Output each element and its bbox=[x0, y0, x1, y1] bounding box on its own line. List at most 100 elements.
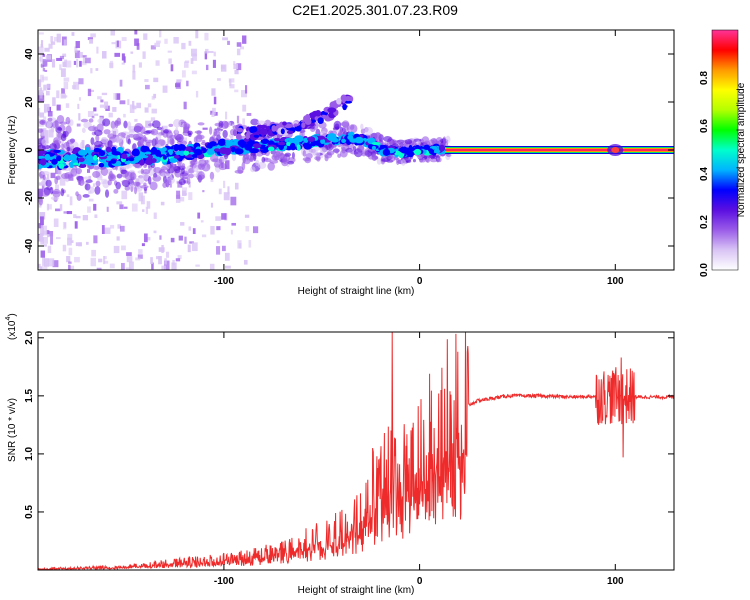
heatmap-cell bbox=[195, 30, 199, 39]
heatmap-cell bbox=[43, 84, 47, 91]
heatmap-cell bbox=[249, 148, 259, 154]
heatmap-cell bbox=[79, 51, 83, 58]
heatmap-cell bbox=[136, 102, 141, 109]
heatmap-cell bbox=[89, 186, 95, 194]
heatmap-cell bbox=[243, 157, 251, 165]
heatmap-cell bbox=[215, 216, 222, 221]
scale-base: (x10 bbox=[7, 320, 18, 340]
heatmap-cell bbox=[39, 87, 43, 92]
heatmap-cell bbox=[248, 240, 252, 248]
heatmap-cell bbox=[113, 93, 117, 100]
heatmap-cell bbox=[398, 151, 404, 159]
heatmap-cell bbox=[205, 64, 209, 71]
heatmap-cell bbox=[38, 155, 46, 159]
heatmap-cell bbox=[116, 173, 123, 179]
heatmap-cell bbox=[325, 143, 334, 151]
heatmap-cell bbox=[204, 159, 209, 164]
heatmap-cell bbox=[98, 258, 103, 263]
heatmap-cell bbox=[193, 136, 198, 144]
heatmap-cell bbox=[64, 154, 70, 162]
heatmap-cell bbox=[65, 125, 72, 134]
heatmap-cell bbox=[259, 124, 268, 129]
x-tick-label: -100 bbox=[214, 276, 234, 287]
heatmap-cell bbox=[116, 201, 123, 205]
heatmap-cell bbox=[89, 39, 94, 44]
heatmap-cell bbox=[68, 261, 72, 264]
heatmap-cell bbox=[342, 103, 348, 111]
heatmap-cell bbox=[93, 235, 98, 244]
heatmap-cell bbox=[132, 105, 137, 110]
heatmap-cell bbox=[144, 151, 152, 155]
heatmap-cell bbox=[332, 127, 339, 131]
heatmap-cell bbox=[137, 254, 143, 259]
heatmap-cell bbox=[73, 162, 79, 166]
heatmap-cell bbox=[62, 244, 67, 252]
heatmap-cell bbox=[110, 120, 116, 129]
heatmap-cell bbox=[336, 98, 342, 105]
heatmap-cell bbox=[121, 153, 128, 159]
heatmap-xlabel: Height of straight line (km) bbox=[298, 286, 415, 297]
heatmap-cell bbox=[371, 142, 381, 146]
heatmap-cell bbox=[190, 160, 196, 166]
heatmap-cell bbox=[205, 149, 216, 155]
heatmap-cell bbox=[43, 177, 48, 187]
heatmap-cell bbox=[161, 147, 167, 152]
heatmap-cell bbox=[56, 33, 61, 43]
heatmap-cell bbox=[78, 163, 87, 169]
heatmap-cell bbox=[176, 79, 183, 82]
line-ticks: -100 0 100 0.5 1.0 1.5 2.0 bbox=[24, 330, 674, 587]
heatmap-cell bbox=[51, 158, 58, 165]
heatmap-cell bbox=[437, 157, 442, 163]
heatmap-cell bbox=[66, 146, 71, 152]
heatmap-cell bbox=[202, 127, 208, 130]
heatmap-cell bbox=[374, 132, 382, 141]
heatmap-cell bbox=[223, 192, 230, 201]
heatmap-cell bbox=[40, 40, 44, 48]
heatmap-cell bbox=[39, 119, 46, 126]
x-tick-label: -100 bbox=[214, 576, 234, 587]
heatmap-cell bbox=[150, 257, 153, 264]
heatmap-cell bbox=[95, 68, 99, 71]
heatmap-cell bbox=[611, 147, 620, 153]
heatmap-cell bbox=[161, 244, 164, 254]
heatmap-cell bbox=[74, 46, 78, 53]
heatmap-cell bbox=[304, 118, 312, 125]
heatmap-cell bbox=[255, 159, 260, 167]
heatmap-cell bbox=[127, 99, 130, 106]
heatmap-cell bbox=[209, 171, 215, 180]
heatmap-cell bbox=[308, 112, 318, 118]
heatmap-cell bbox=[38, 263, 41, 268]
heatmap-cell bbox=[116, 117, 122, 125]
heatmap-cell bbox=[44, 258, 50, 267]
heatmap-cell bbox=[234, 148, 244, 155]
heatmap-cell bbox=[104, 101, 109, 109]
heatmap-cell bbox=[44, 69, 48, 72]
heatmap-cell bbox=[119, 79, 123, 87]
heatmap-cell bbox=[182, 137, 188, 144]
heatmap-cell bbox=[117, 224, 121, 229]
heatmap-cell bbox=[59, 64, 62, 71]
heatmap-cell bbox=[175, 258, 181, 262]
heatmap-cell bbox=[98, 162, 105, 168]
heatmap-cell bbox=[257, 120, 267, 124]
heatmap-cell bbox=[46, 229, 50, 235]
heatmap-cell bbox=[301, 130, 305, 139]
heatmap-cell bbox=[236, 115, 240, 124]
heatmap-cell bbox=[52, 97, 56, 107]
heatmap-cell bbox=[68, 154, 78, 161]
x-tick-label: 100 bbox=[607, 276, 624, 287]
y-tick-label: 40 bbox=[24, 48, 35, 60]
heatmap-cell bbox=[44, 47, 50, 52]
heatmap-cell bbox=[442, 140, 449, 147]
heatmap-cell bbox=[121, 179, 130, 184]
heatmap-cell bbox=[221, 245, 226, 252]
heatmap-cell bbox=[84, 183, 91, 191]
heatmap-cell bbox=[404, 139, 413, 145]
heatmap-cell bbox=[69, 265, 75, 270]
y-tick-label: 1.0 bbox=[24, 447, 35, 461]
heatmap-cell bbox=[90, 257, 96, 267]
heatmap-cell bbox=[327, 107, 337, 113]
heatmap-cell bbox=[252, 143, 262, 149]
heatmap-cell bbox=[73, 60, 77, 65]
heatmap-cell bbox=[106, 206, 109, 212]
